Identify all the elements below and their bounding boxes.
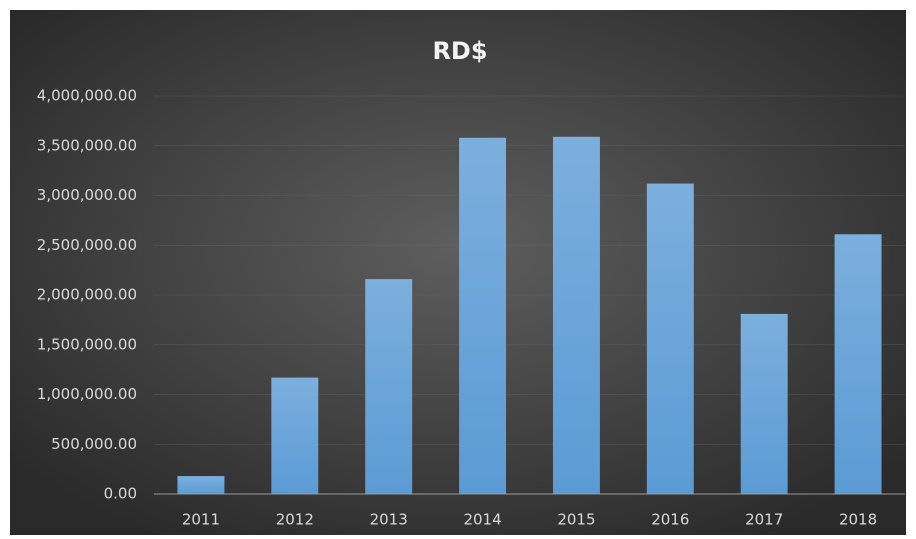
y-tick-label: 3,500,000.00: [37, 136, 137, 154]
y-tick-label: 3,000,000.00: [37, 186, 137, 204]
y-tick-label: 1,000,000.00: [37, 385, 137, 403]
x-tick-label: 2017: [745, 511, 783, 529]
bar-shine: [177, 476, 225, 494]
chart-title: RD$: [432, 37, 487, 65]
y-tick-label: 4,000,000.00: [37, 87, 137, 105]
bar-shine: [834, 234, 882, 494]
y-tick-label: 0.00: [104, 485, 137, 503]
bar-shine: [459, 137, 507, 495]
x-tick-label: 2011: [182, 511, 220, 529]
bar-shine: [552, 136, 600, 495]
bar-shine: [646, 183, 694, 494]
y-tick-label: 2,500,000.00: [37, 236, 137, 254]
x-tick-label: 2015: [557, 511, 595, 529]
y-tick-label: 2,000,000.00: [37, 286, 137, 304]
y-tick-label: 500,000.00: [51, 435, 137, 453]
bar-shine: [271, 377, 319, 494]
x-tick-label: 2016: [651, 511, 689, 529]
y-tick-label: 1,500,000.00: [37, 335, 137, 353]
bar-shine: [740, 313, 788, 494]
x-tick-label: 2014: [463, 511, 501, 529]
x-tick-label: 2018: [839, 511, 877, 529]
x-tick-label: 2012: [276, 511, 314, 529]
bar-shine: [365, 279, 413, 494]
x-tick-label: 2013: [370, 511, 408, 529]
